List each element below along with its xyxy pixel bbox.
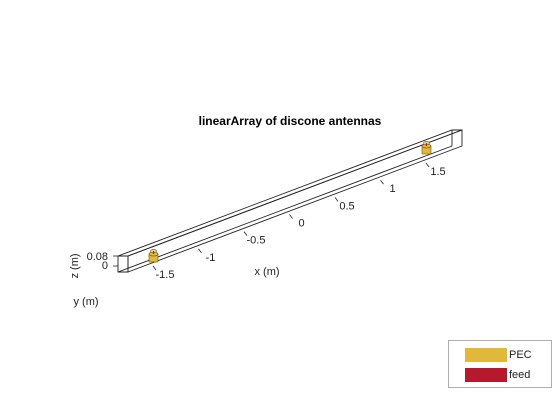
x-tick-mark — [425, 162, 430, 168]
x-tick-mark — [152, 265, 157, 271]
x-tick-mark — [289, 214, 293, 219]
x-tick-label: 0 — [298, 218, 304, 230]
x-tick-mark — [198, 248, 202, 254]
legend-item-pec: PEC — [465, 347, 532, 363]
z-tick-label: 0.08 — [87, 251, 108, 263]
antenna-element-left — [148, 249, 159, 263]
z-axis-ticks: 0.08 0 — [87, 251, 118, 272]
pec-swatch — [465, 348, 507, 362]
legend: PEC feed — [448, 340, 552, 388]
z-axis-label: z (m) — [69, 253, 81, 278]
x-axis-ticks: -1.5 -1 -0.5 0 0.5 1 1.5 — [152, 162, 446, 281]
x-tick-label: 1 — [389, 183, 395, 195]
feed-swatch — [465, 368, 507, 382]
antenna-element-right — [421, 141, 432, 155]
z-tick-label: 0 — [102, 260, 108, 272]
x-tick-label: -0.5 — [247, 235, 266, 247]
x-tick-label: -1 — [206, 252, 216, 264]
y-axis-label: y (m) — [73, 296, 98, 308]
x-tick-mark — [380, 179, 384, 185]
legend-label: PEC — [509, 349, 532, 361]
x-tick-mark — [334, 197, 339, 202]
x-axis-label: x (m) — [254, 266, 279, 278]
figure-title: linearArray of discone antennas — [199, 114, 382, 128]
legend-label: feed — [509, 369, 531, 381]
ground-plane-box — [117, 129, 463, 273]
x-tick-mark — [243, 231, 248, 236]
x-tick-label: 1.5 — [430, 166, 445, 178]
legend-item-feed: feed — [465, 367, 530, 383]
x-tick-label: 0.5 — [339, 200, 354, 212]
x-tick-label: -1.5 — [156, 269, 175, 281]
